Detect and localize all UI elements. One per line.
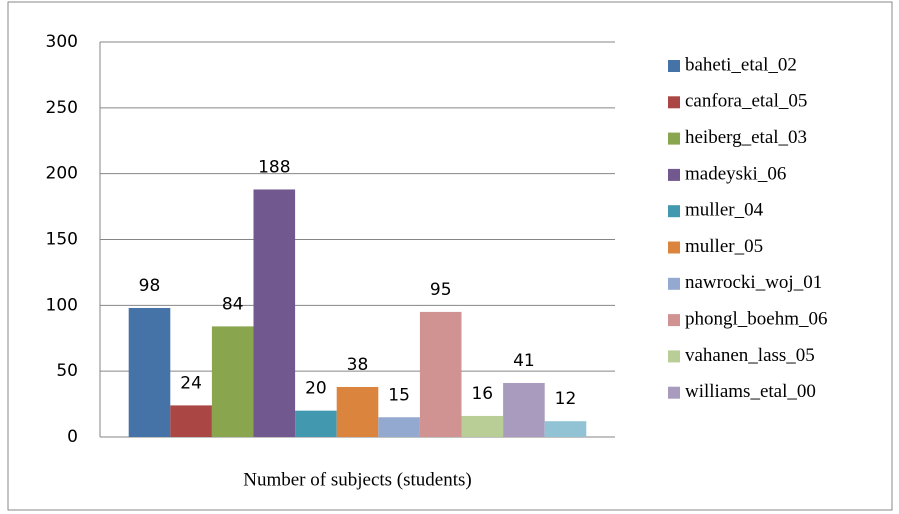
legend-swatch — [668, 60, 680, 72]
bar — [419, 311, 462, 437]
legend-swatch — [668, 314, 680, 327]
legend-label: baheti_etal_02 — [685, 54, 797, 75]
data-label: 98 — [139, 276, 161, 296]
y-tick-label: 150 — [46, 230, 78, 250]
legend-swatch — [668, 241, 680, 254]
data-label: 20 — [305, 379, 327, 399]
y-tick-label: 200 — [46, 164, 78, 184]
legend-label: nawrocki_woj_01 — [685, 272, 822, 293]
bar — [461, 415, 504, 437]
legend-swatch — [668, 132, 680, 145]
legend-label: williams_etal_00 — [685, 381, 816, 402]
legend-swatch — [668, 205, 680, 218]
x-tick-label: Number of subjects (students) — [243, 469, 471, 490]
bar — [544, 421, 587, 437]
data-label: 95 — [430, 280, 452, 300]
y-tick-label: 0 — [67, 427, 78, 447]
data-label: 38 — [347, 355, 369, 375]
legend-swatch — [668, 96, 680, 109]
bar — [128, 307, 171, 437]
legend-swatch — [668, 277, 680, 290]
legend-swatch — [668, 386, 680, 399]
legend-label: vahanen_lass_05 — [685, 345, 815, 366]
bar — [295, 410, 337, 437]
y-tick-label: 50 — [56, 361, 78, 381]
legend-label: madeyski_06 — [685, 163, 786, 184]
y-tick-label: 100 — [46, 295, 78, 315]
bar — [253, 189, 296, 437]
legend-label: canfora_etal_05 — [685, 91, 807, 112]
bar — [336, 386, 379, 437]
legend-swatch — [668, 350, 680, 363]
legend-label: heiberg_etal_03 — [685, 127, 807, 148]
bar — [503, 383, 545, 437]
legend-swatch — [668, 168, 680, 181]
data-label: 15 — [388, 385, 410, 405]
y-tick-label: 300 — [46, 32, 78, 52]
data-label: 84 — [222, 294, 244, 314]
data-label: 12 — [555, 389, 577, 409]
data-label: 41 — [513, 351, 535, 371]
legend-label: phongl_boehm_06 — [685, 308, 828, 329]
bar — [378, 417, 420, 437]
y-tick-label: 250 — [46, 98, 78, 118]
data-label: 188 — [258, 157, 290, 177]
data-label: 24 — [180, 373, 202, 393]
data-label: 16 — [471, 384, 493, 404]
bar — [170, 405, 212, 437]
legend-label: muller_04 — [685, 200, 764, 221]
legend-label: muller_05 — [685, 236, 763, 257]
bar — [211, 326, 254, 437]
